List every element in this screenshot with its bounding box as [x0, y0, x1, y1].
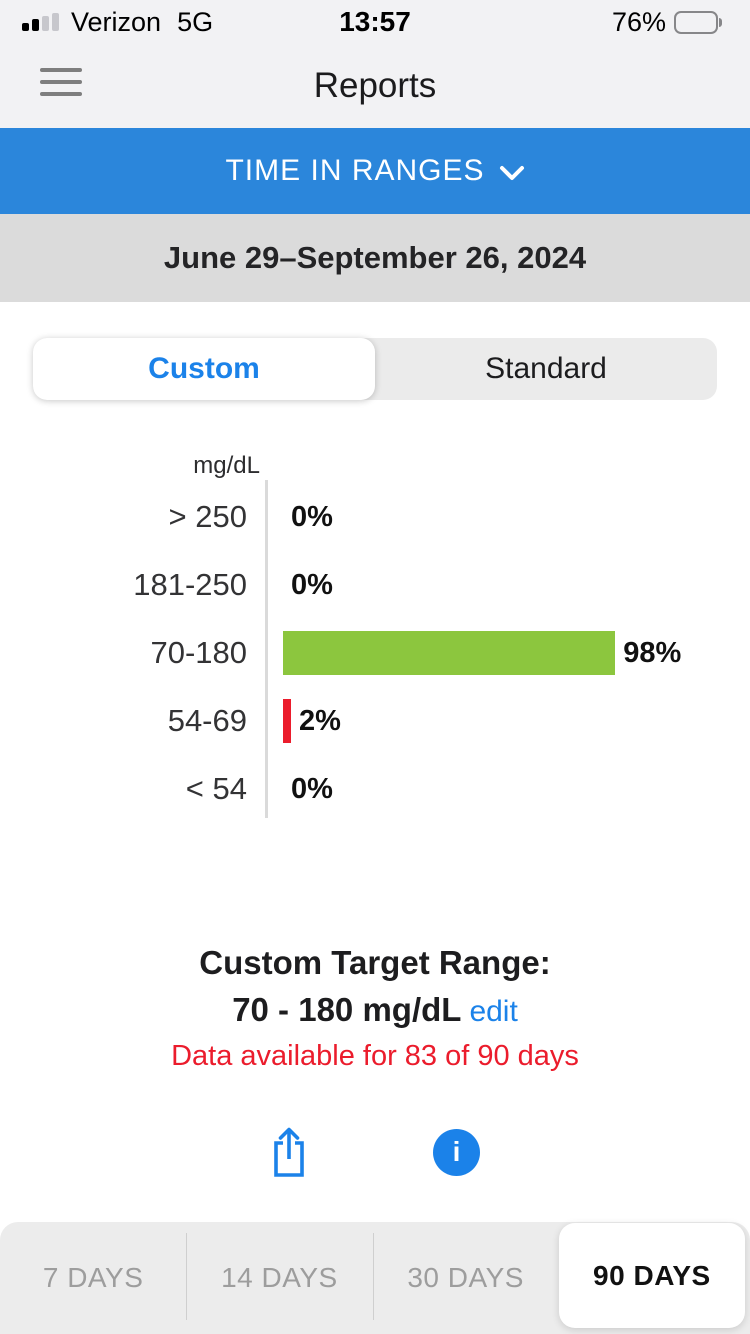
target-range-title: Custom Target Range: [199, 944, 551, 981]
page-title: Reports [313, 66, 437, 105]
range-value: 0% [291, 772, 333, 805]
chart-row: > 250 0% [0, 483, 750, 551]
info-icon: i [433, 1128, 480, 1176]
menu-icon[interactable] [40, 68, 82, 96]
edit-link[interactable]: edit [469, 995, 518, 1028]
app-header: Reports [0, 44, 750, 128]
target-range-info: Custom Target Range: 70 - 180 mg/dL edit … [0, 940, 750, 1077]
status-bar: Verizon 5G 13:57 76% [0, 0, 750, 44]
period-tab-30-days[interactable]: 30 DAYS [372, 1222, 559, 1334]
chart-axis [265, 480, 268, 818]
cellular-signal-icon [22, 13, 59, 31]
range-value: 98% [623, 636, 682, 669]
range-type-segmented-control: Custom Standard [33, 338, 717, 400]
target-range-value: 70 - 180 mg/dL [232, 991, 462, 1028]
range-bar [283, 699, 291, 743]
chart-row: 181-250 0% [0, 551, 750, 619]
date-range-bar: June 29–September 26, 2024 [0, 214, 750, 302]
range-value: 2% [299, 704, 341, 737]
report-type-label: TIME IN RANGES [225, 154, 485, 187]
range-value: 0% [291, 500, 333, 533]
data-availability-notice: Data available for 83 of 90 days [171, 1040, 579, 1072]
range-bar [283, 631, 616, 675]
date-range-label: June 29–September 26, 2024 [163, 240, 587, 275]
range-label: 181-250 [133, 567, 247, 602]
tab-standard[interactable]: Standard [375, 338, 717, 400]
time-in-ranges-chart: mg/dL > 250 0% 181-250 0% 70-180 98% 54-… [0, 400, 750, 940]
period-tab-14-days[interactable]: 14 DAYS [186, 1222, 372, 1334]
battery-percent-label: 76% [611, 6, 666, 37]
period-tab-90-days[interactable]: 90 DAYS [558, 1223, 745, 1328]
battery-icon [674, 10, 722, 34]
clock: 13:57 [339, 6, 411, 37]
chart-row: 54-69 2% [0, 687, 750, 755]
range-label: 54-69 [167, 703, 247, 738]
range-label: < 54 [185, 771, 247, 806]
actions-row: i [0, 1123, 750, 1181]
info-button[interactable]: i [433, 1128, 480, 1176]
range-label: > 250 [168, 499, 247, 534]
tab-custom[interactable]: Custom [33, 338, 375, 400]
carrier-label: Verizon [71, 6, 162, 37]
report-type-selector[interactable]: TIME IN RANGES [0, 128, 750, 214]
chart-row: < 54 0% [0, 755, 750, 823]
chevron-down-icon [499, 165, 524, 180]
period-tab-7-days[interactable]: 7 DAYS [0, 1222, 186, 1334]
chart-unit-label: mg/dL [193, 452, 260, 479]
chart-row: 70-180 98% [0, 619, 750, 687]
share-icon [274, 1127, 304, 1177]
range-value: 0% [291, 568, 333, 601]
network-type-label: 5G [177, 6, 214, 37]
range-label: 70-180 [150, 635, 247, 670]
share-button[interactable] [270, 1125, 308, 1179]
period-tab-bar: 7 DAYS 14 DAYS 30 DAYS 90 DAYS [0, 1222, 750, 1334]
